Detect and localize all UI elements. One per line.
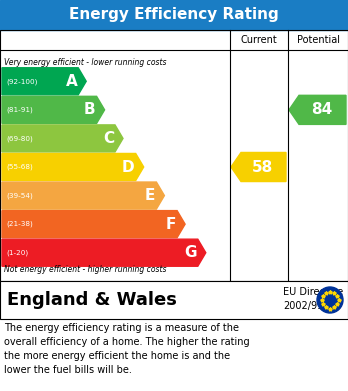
Circle shape bbox=[317, 287, 343, 313]
Text: (69-80): (69-80) bbox=[6, 135, 33, 142]
Polygon shape bbox=[2, 96, 105, 124]
Polygon shape bbox=[2, 182, 164, 209]
Text: Current: Current bbox=[240, 35, 277, 45]
Text: Energy Efficiency Rating: Energy Efficiency Rating bbox=[69, 7, 279, 23]
Text: B: B bbox=[84, 102, 96, 117]
Text: E: E bbox=[145, 188, 156, 203]
Text: (55-68): (55-68) bbox=[6, 164, 33, 170]
Polygon shape bbox=[289, 95, 346, 124]
Polygon shape bbox=[2, 125, 123, 152]
Text: Not energy efficient - higher running costs: Not energy efficient - higher running co… bbox=[4, 264, 166, 273]
Text: 84: 84 bbox=[311, 102, 332, 117]
Text: (1-20): (1-20) bbox=[6, 249, 28, 256]
Bar bbox=[0, 0, 348, 30]
Text: A: A bbox=[65, 74, 77, 89]
Polygon shape bbox=[2, 153, 144, 181]
Text: (21-38): (21-38) bbox=[6, 221, 33, 228]
Text: G: G bbox=[184, 245, 197, 260]
Text: F: F bbox=[166, 217, 176, 231]
Text: (81-91): (81-91) bbox=[6, 107, 33, 113]
Text: D: D bbox=[122, 160, 135, 174]
Polygon shape bbox=[2, 68, 86, 95]
Polygon shape bbox=[2, 239, 206, 266]
Polygon shape bbox=[231, 152, 286, 181]
Bar bbox=[0, 281, 348, 319]
Text: (39-54): (39-54) bbox=[6, 192, 33, 199]
Text: Potential: Potential bbox=[296, 35, 340, 45]
Text: EU Directive
2002/91/EC: EU Directive 2002/91/EC bbox=[283, 287, 343, 311]
Text: C: C bbox=[103, 131, 114, 146]
Text: (92-100): (92-100) bbox=[6, 78, 37, 84]
Text: Very energy efficient - lower running costs: Very energy efficient - lower running co… bbox=[4, 58, 166, 67]
Text: England & Wales: England & Wales bbox=[7, 291, 177, 309]
Text: The energy efficiency rating is a measure of the
overall efficiency of a home. T: The energy efficiency rating is a measur… bbox=[4, 323, 250, 375]
Text: 58: 58 bbox=[252, 160, 273, 174]
Polygon shape bbox=[2, 211, 185, 238]
Bar bbox=[0, 30, 348, 281]
